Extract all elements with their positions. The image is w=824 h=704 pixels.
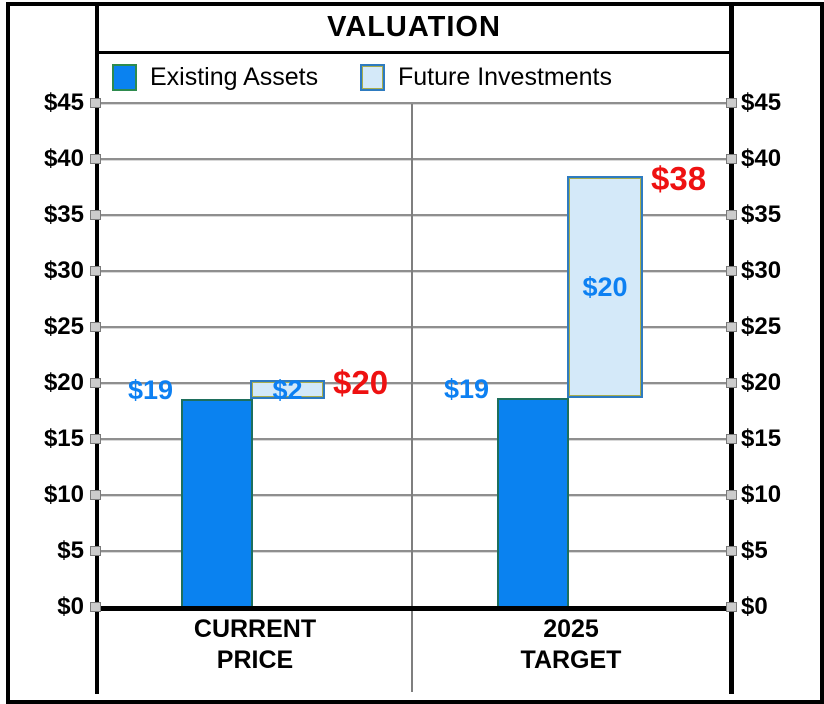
title-separator-line — [99, 51, 729, 54]
right-axis-line — [729, 6, 734, 694]
y-tick-marker-left — [90, 210, 101, 220]
y-tick-marker-right — [726, 210, 737, 220]
y-axis-label-left: $30 — [43, 257, 84, 284]
legend-label-existing-assets: Existing Assets — [150, 62, 319, 91]
y-axis-label-left: $35 — [43, 201, 84, 228]
y-axis-label-right: $10 — [741, 481, 782, 508]
y-tick-marker-right — [726, 98, 737, 108]
total-value-label: $20 — [333, 364, 389, 401]
category-divider-line — [411, 104, 413, 692]
y-axis-label-left: $45 — [43, 89, 84, 116]
bar-future-investments — [250, 380, 325, 399]
y-tick-marker-left — [90, 322, 101, 332]
y-tick-marker-left — [90, 378, 101, 388]
future-investments-swatch-icon — [360, 63, 385, 91]
y-axis-label-right: $30 — [741, 257, 782, 284]
y-axis-label-right: $20 — [741, 369, 782, 396]
y-gridline-45 — [99, 102, 729, 104]
y-tick-marker-right — [726, 434, 737, 444]
y-gridline-10 — [99, 494, 729, 496]
bar-existing-assets — [497, 398, 569, 609]
zero-baseline — [99, 606, 729, 611]
y-tick-marker-left — [90, 434, 101, 444]
future-investments-value-label: $20 — [582, 272, 628, 302]
y-gridline-35 — [99, 214, 729, 216]
y-tick-marker-right — [726, 378, 737, 388]
category-label-2025-target: 2025 TARGET — [413, 614, 729, 686]
category-line: 2025 — [543, 615, 599, 643]
y-tick-marker-left — [90, 490, 101, 500]
y-gridline-15 — [99, 438, 729, 440]
y-axis-label-right: $35 — [741, 201, 782, 228]
y-axis-label-left: $10 — [43, 481, 84, 508]
existing-assets-swatch-icon — [112, 63, 137, 91]
chart-title: VALUATION — [327, 11, 501, 43]
y-tick-marker-right — [726, 602, 737, 612]
existing-assets-value-label: $19 — [443, 374, 489, 404]
category-line: TARGET — [520, 646, 622, 674]
y-axis-label-right: $40 — [741, 145, 782, 172]
y-axis-label-left: $40 — [43, 145, 84, 172]
y-gridline-20 — [99, 382, 729, 384]
y-axis-label-left: $20 — [43, 369, 84, 396]
y-axis-label-right: $5 — [741, 537, 768, 564]
y-tick-marker-right — [726, 490, 737, 500]
legend-item-future-investments: Future Investments — [360, 56, 612, 98]
future-investments-value-label: $2 — [272, 375, 303, 405]
legend-item-existing-assets: Existing Assets — [112, 56, 318, 98]
y-axis-label-right: $15 — [741, 425, 782, 452]
y-axis-label-left: $0 — [57, 593, 84, 620]
y-axis-label-left: $25 — [43, 313, 84, 340]
y-gridline-25 — [99, 326, 729, 328]
y-gridline-5 — [99, 550, 729, 552]
bar-future-investments — [567, 176, 643, 398]
total-value-label: $38 — [651, 160, 707, 197]
y-tick-marker-left — [90, 266, 101, 276]
y-axis-label-right: $45 — [741, 89, 782, 116]
y-tick-marker-right — [726, 546, 737, 556]
category-label-current-price: CURRENT PRICE — [99, 614, 411, 686]
existing-assets-value-label: $19 — [127, 375, 173, 405]
category-line: PRICE — [216, 646, 294, 674]
y-tick-marker-right — [726, 154, 737, 164]
y-axis-label-left: $15 — [43, 425, 84, 452]
y-tick-marker-left — [90, 602, 101, 612]
bar-existing-assets — [181, 399, 253, 609]
category-line: CURRENT — [193, 615, 317, 643]
y-tick-marker-right — [726, 322, 737, 332]
y-tick-marker-right — [726, 266, 737, 276]
y-tick-marker-left — [90, 98, 101, 108]
outer-border — [6, 2, 824, 704]
y-axis-label-left: $5 — [57, 537, 84, 564]
y-axis-label-right: $25 — [741, 313, 782, 340]
y-gridline-40 — [99, 158, 729, 160]
y-tick-marker-left — [90, 154, 101, 164]
legend-label-future-investments: Future Investments — [398, 62, 612, 91]
y-axis-label-right: $0 — [741, 593, 768, 620]
y-gridline-30 — [99, 270, 729, 272]
y-tick-marker-left — [90, 546, 101, 556]
left-axis-line — [95, 6, 99, 694]
